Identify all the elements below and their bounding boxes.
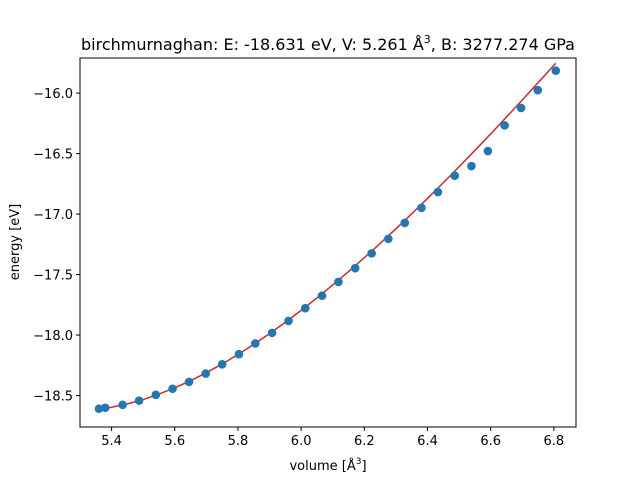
y-tick-label: −18.5 (33, 390, 73, 405)
data-point (201, 369, 211, 378)
data-point (251, 339, 260, 348)
data-point (450, 171, 459, 181)
data-point (134, 396, 144, 405)
data-point (350, 263, 360, 273)
data-point (367, 249, 376, 258)
data-point (151, 390, 161, 400)
data-point (234, 349, 244, 359)
chart-title: birchmurnaghan: E: -18.631 eV, V: 5.261 … (81, 33, 575, 54)
x-tick-label: 6.2 (354, 434, 375, 449)
x-tick-label: 5.4 (101, 434, 122, 449)
data-point (417, 203, 426, 213)
x-tick-label: 6.8 (544, 434, 565, 449)
y-axis-ticks: −18.5 −18.0 −17.5 −17.0 −16.5 −16.0 (33, 87, 80, 405)
x-axis-label: volume [Å3] (289, 457, 366, 474)
x-tick-label: 6.6 (480, 434, 501, 449)
data-point (317, 291, 327, 301)
data-point (94, 404, 104, 414)
x-axis-ticks: 5.4 5.6 5.8 6.0 6.2 6.4 6.6 6.8 (101, 427, 564, 449)
y-tick-label: −18.0 (33, 329, 73, 344)
data-point (217, 360, 227, 369)
data-point (334, 277, 343, 287)
plot-area (80, 58, 576, 427)
data-point (467, 161, 476, 171)
data-point (384, 234, 393, 244)
data-point (433, 187, 443, 197)
data-point (168, 384, 177, 394)
data-point (400, 218, 410, 228)
chart-title-superscript: 3 (424, 33, 431, 46)
y-axis-label: energy [eV] (8, 204, 23, 280)
data-point (284, 316, 293, 326)
data-point (516, 103, 526, 113)
x-tick-label: 6.0 (291, 434, 312, 449)
chart-title-main: birchmurnaghan: E: -18.631 eV, V: 5.261 … (81, 35, 424, 54)
data-point (500, 121, 509, 130)
y-tick-label: −16.5 (33, 148, 73, 163)
data-point (551, 66, 561, 76)
y-tick-label: −16.0 (33, 87, 73, 102)
x-tick-label: 6.4 (417, 434, 438, 449)
data-point (100, 403, 110, 413)
data-point (533, 85, 543, 95)
data-point (118, 400, 127, 410)
data-point (267, 328, 277, 338)
axes-frame (79, 57, 577, 428)
data-point (300, 303, 310, 313)
x-axis-label-superscript: 3 (356, 457, 362, 467)
data-point (483, 146, 493, 156)
y-tick-label: −17.5 (33, 269, 73, 284)
x-tick-label: 5.6 (164, 434, 185, 449)
x-tick-label: 5.8 (228, 434, 249, 449)
data-points-group (94, 66, 561, 414)
y-tick-label: −17.0 (33, 208, 73, 223)
chart-title-rest: , B: 3277.274 GPa (431, 35, 575, 54)
x-axis-label-main: volume [Å (289, 458, 355, 474)
x-axis-label-end: ] (361, 459, 366, 474)
data-point (184, 377, 194, 387)
